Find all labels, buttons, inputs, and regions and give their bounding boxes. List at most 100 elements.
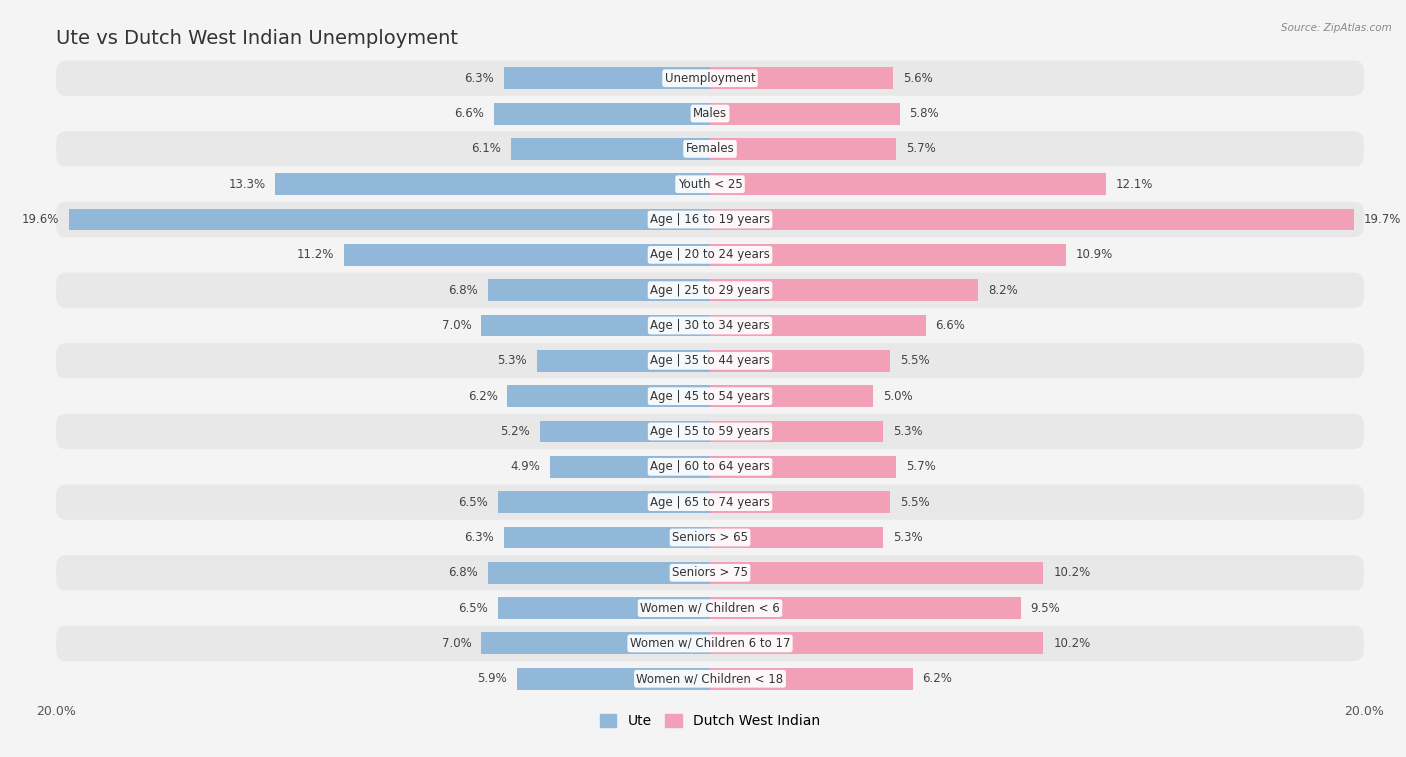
- Text: 10.2%: 10.2%: [1053, 637, 1091, 650]
- Bar: [505, 527, 710, 548]
- Bar: [276, 173, 710, 195]
- FancyBboxPatch shape: [56, 590, 1364, 626]
- FancyBboxPatch shape: [56, 378, 1364, 414]
- Text: Women w/ Children < 18: Women w/ Children < 18: [637, 672, 783, 685]
- Bar: [498, 491, 710, 513]
- Bar: [498, 597, 710, 619]
- Text: Age | 45 to 54 years: Age | 45 to 54 years: [650, 390, 770, 403]
- Text: Age | 60 to 64 years: Age | 60 to 64 years: [650, 460, 770, 473]
- Text: Ute vs Dutch West Indian Unemployment: Ute vs Dutch West Indian Unemployment: [56, 29, 458, 48]
- Text: 5.5%: 5.5%: [900, 354, 929, 367]
- Text: 5.3%: 5.3%: [498, 354, 527, 367]
- Bar: [495, 103, 710, 124]
- Text: Age | 30 to 34 years: Age | 30 to 34 years: [650, 319, 770, 332]
- Bar: [710, 456, 897, 478]
- Bar: [710, 244, 1066, 266]
- FancyBboxPatch shape: [56, 626, 1364, 661]
- Bar: [710, 385, 873, 407]
- Text: 6.3%: 6.3%: [464, 531, 495, 544]
- Text: Age | 25 to 29 years: Age | 25 to 29 years: [650, 284, 770, 297]
- Text: Women w/ Children 6 to 17: Women w/ Children 6 to 17: [630, 637, 790, 650]
- Bar: [481, 315, 710, 336]
- Text: 6.8%: 6.8%: [449, 284, 478, 297]
- FancyBboxPatch shape: [56, 96, 1364, 131]
- Text: Age | 20 to 24 years: Age | 20 to 24 years: [650, 248, 770, 261]
- Text: Unemployment: Unemployment: [665, 72, 755, 85]
- Text: 6.5%: 6.5%: [458, 496, 488, 509]
- Bar: [344, 244, 710, 266]
- Text: 5.9%: 5.9%: [478, 672, 508, 685]
- Text: 7.0%: 7.0%: [441, 637, 471, 650]
- FancyBboxPatch shape: [56, 661, 1364, 696]
- FancyBboxPatch shape: [56, 273, 1364, 308]
- Text: 5.0%: 5.0%: [883, 390, 912, 403]
- Bar: [710, 562, 1043, 584]
- Text: 19.6%: 19.6%: [22, 213, 59, 226]
- Text: Women w/ Children < 6: Women w/ Children < 6: [640, 602, 780, 615]
- FancyBboxPatch shape: [56, 449, 1364, 484]
- Bar: [710, 209, 1354, 230]
- Bar: [517, 668, 710, 690]
- Bar: [710, 173, 1105, 195]
- FancyBboxPatch shape: [56, 308, 1364, 343]
- FancyBboxPatch shape: [56, 131, 1364, 167]
- Text: 13.3%: 13.3%: [228, 178, 266, 191]
- Bar: [481, 633, 710, 654]
- Text: 6.1%: 6.1%: [471, 142, 501, 155]
- Text: Age | 16 to 19 years: Age | 16 to 19 years: [650, 213, 770, 226]
- FancyBboxPatch shape: [56, 520, 1364, 555]
- Text: 6.6%: 6.6%: [935, 319, 966, 332]
- Text: Females: Females: [686, 142, 734, 155]
- Text: 11.2%: 11.2%: [297, 248, 335, 261]
- Text: Youth < 25: Youth < 25: [678, 178, 742, 191]
- Bar: [710, 421, 883, 442]
- Text: 6.2%: 6.2%: [922, 672, 952, 685]
- Text: 10.2%: 10.2%: [1053, 566, 1091, 579]
- Bar: [550, 456, 710, 478]
- Text: 12.1%: 12.1%: [1115, 178, 1153, 191]
- FancyBboxPatch shape: [56, 555, 1364, 590]
- Bar: [710, 279, 979, 301]
- Bar: [710, 633, 1043, 654]
- Text: 6.6%: 6.6%: [454, 107, 485, 120]
- Text: Age | 55 to 59 years: Age | 55 to 59 years: [650, 425, 770, 438]
- Text: 5.7%: 5.7%: [905, 142, 936, 155]
- Text: 10.9%: 10.9%: [1076, 248, 1114, 261]
- Text: 5.3%: 5.3%: [893, 531, 922, 544]
- Bar: [710, 315, 925, 336]
- FancyBboxPatch shape: [56, 237, 1364, 273]
- Text: 5.5%: 5.5%: [900, 496, 929, 509]
- Bar: [69, 209, 710, 230]
- Text: 7.0%: 7.0%: [441, 319, 471, 332]
- FancyBboxPatch shape: [56, 484, 1364, 520]
- Text: 5.6%: 5.6%: [903, 72, 932, 85]
- Bar: [710, 491, 890, 513]
- Bar: [710, 350, 890, 372]
- Bar: [508, 385, 710, 407]
- Bar: [710, 138, 897, 160]
- Text: Source: ZipAtlas.com: Source: ZipAtlas.com: [1281, 23, 1392, 33]
- Bar: [505, 67, 710, 89]
- Text: Age | 65 to 74 years: Age | 65 to 74 years: [650, 496, 770, 509]
- FancyBboxPatch shape: [56, 202, 1364, 237]
- Bar: [710, 527, 883, 548]
- Bar: [710, 67, 893, 89]
- Text: 5.7%: 5.7%: [905, 460, 936, 473]
- Bar: [710, 668, 912, 690]
- Text: 6.8%: 6.8%: [449, 566, 478, 579]
- FancyBboxPatch shape: [56, 414, 1364, 449]
- Text: 8.2%: 8.2%: [988, 284, 1018, 297]
- Bar: [488, 562, 710, 584]
- Text: 4.9%: 4.9%: [510, 460, 540, 473]
- Text: Seniors > 65: Seniors > 65: [672, 531, 748, 544]
- Bar: [488, 279, 710, 301]
- Text: 5.2%: 5.2%: [501, 425, 530, 438]
- Text: 6.5%: 6.5%: [458, 602, 488, 615]
- Text: Males: Males: [693, 107, 727, 120]
- FancyBboxPatch shape: [56, 343, 1364, 378]
- Bar: [710, 597, 1021, 619]
- Text: Seniors > 75: Seniors > 75: [672, 566, 748, 579]
- Text: 5.3%: 5.3%: [893, 425, 922, 438]
- Bar: [537, 350, 710, 372]
- FancyBboxPatch shape: [56, 167, 1364, 202]
